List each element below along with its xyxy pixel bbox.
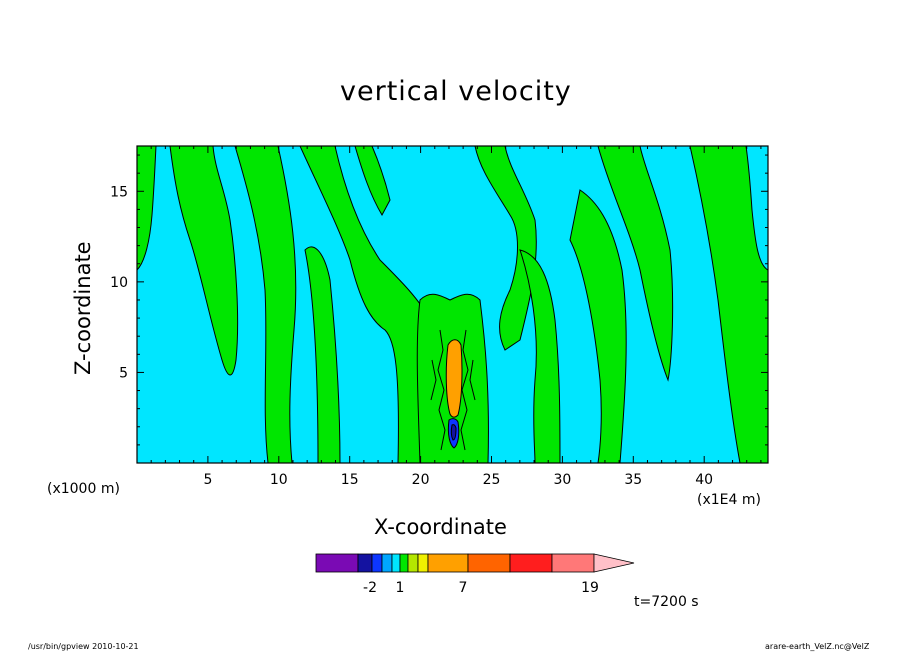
colorbar-swatch <box>381 553 393 573</box>
colorbar-swatch <box>551 553 595 573</box>
colorbar-swatch <box>417 553 429 573</box>
colorbar-tick-label: -2 <box>363 580 377 596</box>
contour-region <box>519 249 561 463</box>
contour-core <box>450 424 457 441</box>
x-tick-label: 30 <box>553 472 571 488</box>
contour-region <box>689 146 768 463</box>
y-tick-label: 5 <box>119 365 128 381</box>
colorbar-swatch <box>407 553 419 573</box>
chart-title: vertical velocity <box>340 76 572 107</box>
time-label: t=7200 s <box>634 594 699 610</box>
colorbar-ticks: -2 1 7 19 <box>363 580 599 596</box>
y-tick-label: 15 <box>110 184 128 200</box>
colorbar-swatch <box>399 553 409 573</box>
colorbar-swatch <box>391 553 401 573</box>
colorbar-swatch <box>315 553 359 573</box>
x-tick-label: 10 <box>270 472 288 488</box>
colorbar-swatch <box>371 553 383 573</box>
contour-region <box>597 146 674 382</box>
colorbar-swatch <box>509 553 553 573</box>
colorbar-tick-label: 7 <box>459 580 468 596</box>
contour-region <box>304 246 341 463</box>
x-scale-label: (x1E4 m) <box>697 492 761 508</box>
colorbar-swatch <box>357 553 373 573</box>
plot-frame <box>136 145 769 464</box>
x-tick-label: 15 <box>341 472 359 488</box>
x-tick-label: 40 <box>695 472 713 488</box>
contour-region <box>474 146 537 351</box>
footer-right: arare-earth_VelZ.nc@VelZ <box>765 642 870 651</box>
x-unit-label: (x1000 m) <box>47 481 120 497</box>
contour-region <box>354 146 391 217</box>
contour-region <box>299 146 431 463</box>
y-axis-ticks: 5 10 15 <box>110 154 768 446</box>
x-tick-label: 20 <box>412 472 430 488</box>
colorbar <box>315 553 635 573</box>
colorbar-tick-label: 19 <box>581 580 599 596</box>
x-tick-label: 35 <box>624 472 642 488</box>
contour-field <box>137 146 768 463</box>
colorbar-tick-label: 1 <box>396 580 405 596</box>
x-tick-label: 5 <box>203 472 212 488</box>
footer-left: /usr/bin/gpview 2010-10-21 <box>28 642 139 651</box>
x-tick-label: 25 <box>483 472 501 488</box>
contour-region <box>137 146 239 376</box>
contour-region <box>234 146 297 463</box>
contour-core <box>445 339 463 418</box>
x-axis-label: X-coordinate <box>374 515 507 539</box>
colorbar-swatch <box>427 553 469 573</box>
y-tick-label: 10 <box>110 275 128 291</box>
colorbar-arrow <box>593 553 635 573</box>
x-axis-ticks: 5 10 15 20 25 30 35 40 <box>150 146 762 488</box>
colorbar-swatch <box>467 553 511 573</box>
contour-squiggle <box>430 329 476 451</box>
